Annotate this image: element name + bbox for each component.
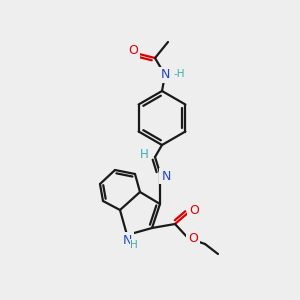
- Text: O: O: [188, 232, 198, 244]
- Text: -H: -H: [174, 69, 185, 79]
- Text: O: O: [128, 44, 138, 58]
- Text: O: O: [189, 203, 199, 217]
- Text: H: H: [130, 240, 138, 250]
- Text: N: N: [122, 233, 132, 247]
- Text: N: N: [160, 68, 170, 82]
- Text: N: N: [161, 169, 171, 182]
- Text: H: H: [140, 148, 148, 160]
